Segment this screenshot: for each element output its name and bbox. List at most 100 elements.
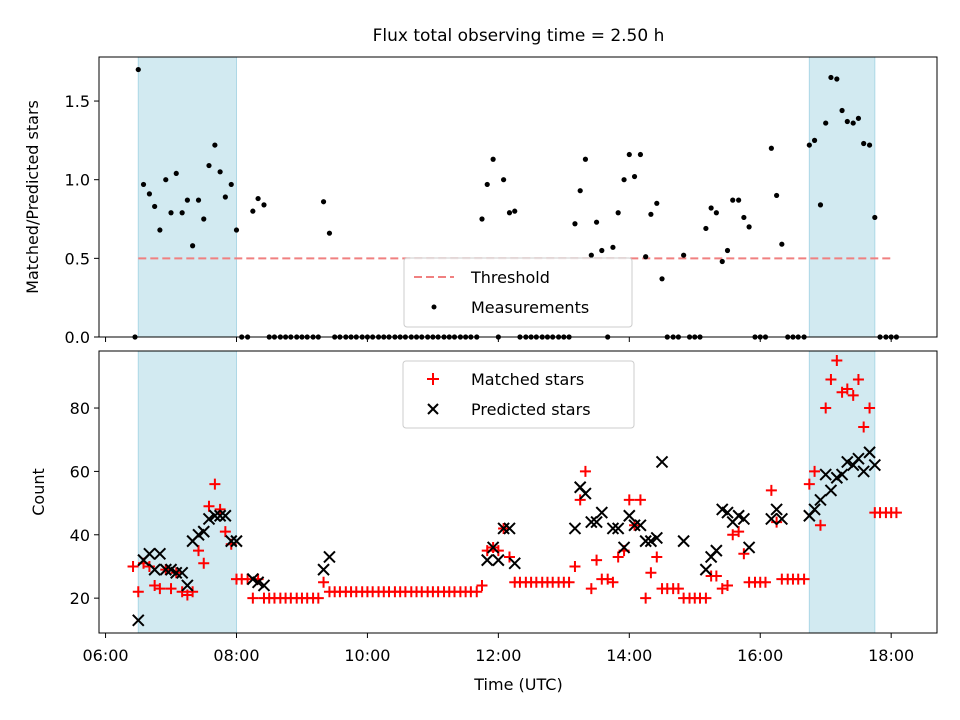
matched-point: [814, 519, 826, 531]
matched-point: [738, 548, 750, 560]
matched-point: [858, 421, 870, 433]
predicted-point: [852, 452, 865, 465]
matched-point: [143, 560, 155, 572]
x-tick-label: 06:00: [82, 646, 128, 665]
measurement-point: [190, 243, 196, 249]
measurement-point: [834, 76, 840, 82]
matched-point: [890, 507, 902, 519]
top-legend: Threshold Measurements: [403, 257, 633, 328]
predicted-point: [737, 512, 751, 526]
bottom-plot-frame: [98, 350, 938, 634]
bottom-y-axis-label: Count: [29, 468, 48, 516]
predicted-point: [721, 506, 734, 519]
measurement-point: [168, 210, 174, 216]
top-y-axis-label: Matched/Predicted stars: [23, 100, 42, 294]
matched-point: [809, 465, 821, 477]
matched-point: [492, 545, 504, 557]
measurement-point: [774, 192, 780, 199]
shaded-span: [808, 56, 876, 338]
matched-point: [841, 383, 853, 395]
predicted-point: [644, 534, 658, 548]
predicted-point: [710, 544, 723, 557]
measurement-point: [484, 181, 490, 188]
predicted-point: [617, 541, 631, 554]
predicted-point: [628, 519, 641, 532]
measurement-point: [222, 194, 228, 200]
predicted-point: [819, 468, 832, 481]
matched-point: [727, 529, 739, 541]
matched-point: [612, 551, 624, 563]
y-axis-ticks: 20 40 60 80: [70, 399, 99, 608]
measurement-point: [173, 170, 179, 177]
measurement-point: [828, 74, 834, 81]
measurement-point: [255, 195, 261, 202]
measurement-point: [708, 205, 714, 211]
predicted-legend-label: Predicted stars: [471, 400, 591, 419]
predicted-point: [606, 522, 620, 535]
predicted-point: [219, 509, 232, 522]
measurement-point: [648, 211, 654, 217]
matched-legend-swatch: [427, 373, 439, 385]
measurement-point: [599, 247, 605, 254]
predicted-point: [623, 509, 636, 522]
y-tick-label: 40: [70, 526, 90, 545]
predicted-point: [579, 487, 592, 500]
predicted-point: [213, 509, 227, 522]
predicted-point: [742, 541, 756, 554]
predicted-point: [568, 522, 582, 535]
x-tick-label: 10:00: [344, 646, 390, 665]
measurement-point: [588, 252, 594, 258]
measurement-point: [582, 156, 589, 162]
top-panel: 0.0 0.5 1.0 1.5 Matched/Predicted stars Thr…: [23, 56, 938, 347]
shaded-span: [808, 350, 876, 634]
matched-point: [771, 516, 783, 528]
matched-point: [187, 586, 199, 598]
measurement-point: [206, 162, 212, 169]
predicted-point: [808, 503, 821, 516]
y-axis-ticks: 0.0 0.5 1.0 1.5: [65, 92, 99, 347]
matched-legend-label: Matched stars: [471, 370, 584, 389]
predicted-point: [863, 446, 876, 459]
measurement-point: [157, 227, 163, 233]
measurement-point: [621, 177, 627, 183]
top-plot-frame: [98, 56, 938, 338]
predicted-point: [153, 547, 167, 560]
y-tick-label: 20: [70, 589, 90, 608]
matched-point: [765, 484, 777, 496]
predicted-point: [257, 579, 271, 592]
predicted-point: [148, 563, 161, 576]
matched-point: [503, 551, 515, 563]
matched-point: [219, 526, 231, 538]
predicted-point: [503, 522, 516, 535]
matched-point: [247, 592, 259, 604]
measurement-point: [490, 156, 496, 162]
measurement-point: [615, 210, 621, 216]
y-tick-label: 60: [70, 462, 90, 481]
measurement-point: [593, 219, 600, 225]
predicted-point: [639, 534, 652, 548]
matched-point: [798, 573, 810, 585]
predicted-point: [508, 557, 521, 570]
shaded-spans: [137, 56, 876, 338]
measurement-point: [512, 208, 518, 214]
predicted-point: [770, 503, 783, 516]
predicted-point: [841, 455, 854, 469]
measurement-point: [779, 241, 785, 247]
predicted-legend-swatch: [427, 403, 439, 415]
measurement-point: [146, 191, 153, 197]
measurement-point: [326, 230, 333, 236]
measurement-point: [572, 221, 578, 227]
predicted-point: [775, 512, 789, 526]
measurement-point: [736, 197, 742, 203]
threshold-legend-label: Threshold: [470, 268, 550, 287]
measurement-point: [724, 247, 731, 254]
matched-point: [825, 374, 837, 386]
predicted-point: [202, 512, 216, 526]
x-axis-label: Time (UTC): [473, 675, 562, 694]
chart-title: Flux total observing time = 2.50 h: [373, 26, 665, 46]
predicted-point: [677, 534, 690, 548]
matched-point: [640, 592, 652, 604]
measurement-point: [823, 120, 829, 126]
measurement-point: [228, 181, 234, 188]
matched-point: [198, 557, 210, 569]
